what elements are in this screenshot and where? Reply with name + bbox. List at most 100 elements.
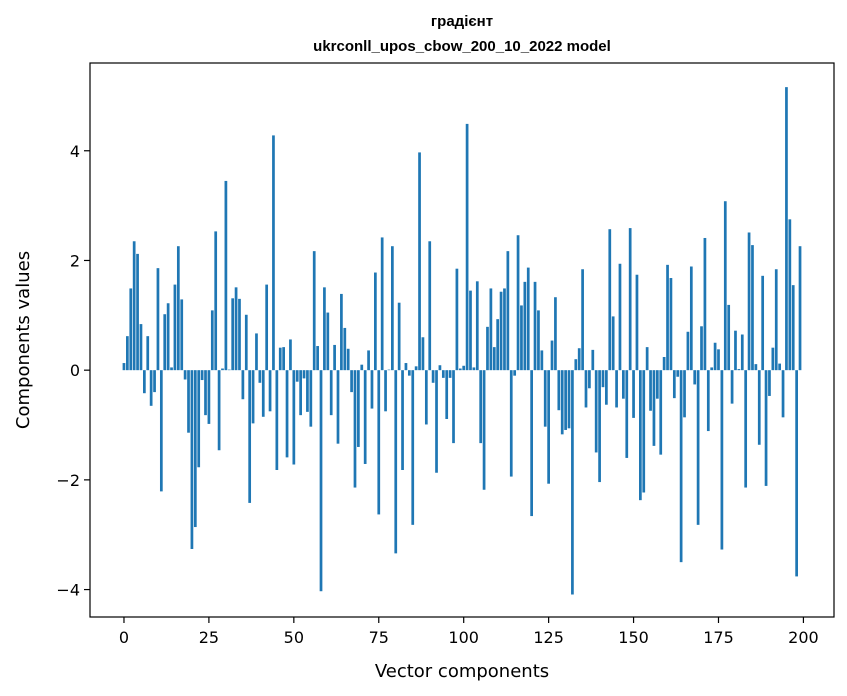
y-tick-label: −2 <box>56 471 80 490</box>
bar-169 <box>696 370 700 525</box>
bar-167 <box>689 266 693 371</box>
bar-76 <box>380 237 384 371</box>
bar-149 <box>628 228 632 371</box>
bar-16 <box>176 246 180 371</box>
bar-159 <box>662 357 666 371</box>
bar-62 <box>333 344 336 371</box>
bar-150 <box>632 370 635 418</box>
y-tick-label: −4 <box>56 581 80 600</box>
bar-53 <box>302 370 306 379</box>
bar-8 <box>149 370 153 406</box>
bar-143 <box>608 229 612 371</box>
bar-100 <box>462 365 466 371</box>
bar-19 <box>187 370 190 433</box>
bar-5 <box>139 324 143 371</box>
bar-178 <box>727 304 731 371</box>
bar-165 <box>683 370 686 418</box>
bar-176 <box>720 370 724 550</box>
bar-111 <box>499 291 503 371</box>
bar-133 <box>574 359 578 371</box>
bar-59 <box>323 287 326 371</box>
x-axis-ticks: 0 25 50 75 100 125 150 175 200 <box>119 617 819 647</box>
bar-21 <box>193 370 197 528</box>
bar-52 <box>299 370 302 416</box>
bar-152 <box>639 370 642 501</box>
bar-106 <box>482 370 486 490</box>
bar-146 <box>618 263 622 371</box>
bar-78 <box>387 369 391 371</box>
bar-131 <box>567 370 571 429</box>
bar-151 <box>635 274 639 371</box>
bar-37 <box>248 370 252 503</box>
bar-134 <box>577 348 581 371</box>
bar-30 <box>224 180 228 371</box>
bar-103 <box>472 367 476 371</box>
bar-88 <box>421 337 425 371</box>
bar-93 <box>438 365 442 371</box>
bar-181 <box>737 369 741 371</box>
bar-127 <box>554 297 557 371</box>
bar-50 <box>292 370 296 465</box>
bar-4 <box>136 253 139 371</box>
y-tick-label: 4 <box>70 142 80 161</box>
bar-136 <box>584 370 588 408</box>
bar-123 <box>540 350 544 371</box>
bar-74 <box>374 272 377 371</box>
bar-66 <box>346 348 350 371</box>
bar-197 <box>791 285 795 371</box>
x-tick-label: 75 <box>369 628 389 647</box>
bar-122 <box>537 310 540 371</box>
bar-137 <box>588 370 591 389</box>
bar-185 <box>751 245 754 371</box>
bar-20 <box>190 370 194 549</box>
bar-196 <box>788 219 792 371</box>
bar-6 <box>143 370 146 394</box>
bar-158 <box>659 370 663 455</box>
bar-49 <box>289 339 292 371</box>
bar-189 <box>764 370 768 486</box>
bar-27 <box>214 231 218 371</box>
bar-104 <box>475 281 479 371</box>
bar-2 <box>129 288 133 371</box>
bar-82 <box>401 370 404 470</box>
bar-80 <box>394 370 398 554</box>
bar-68 <box>353 370 357 488</box>
bar-35 <box>241 370 245 400</box>
bar-119 <box>526 267 530 371</box>
bar-41 <box>261 370 265 417</box>
bar-139 <box>594 370 598 453</box>
bar-97 <box>452 370 455 444</box>
bar-72 <box>367 350 370 371</box>
bar-179 <box>730 370 734 404</box>
bar-12 <box>163 314 167 371</box>
bar-140 <box>598 370 601 483</box>
bar-125 <box>547 370 550 484</box>
bar-120 <box>530 370 533 517</box>
bar-51 <box>295 370 299 382</box>
bar-17 <box>180 299 184 371</box>
bar-56 <box>312 251 316 371</box>
bar-31 <box>227 369 231 371</box>
bar-121 <box>533 281 537 371</box>
bar-188 <box>761 275 765 371</box>
bar-110 <box>496 319 500 371</box>
x-tick-label: 150 <box>618 628 649 647</box>
bar-67 <box>350 370 353 393</box>
bar-193 <box>778 363 781 371</box>
bar-187 <box>757 370 761 445</box>
bar-36 <box>244 314 248 371</box>
bar-172 <box>706 370 710 432</box>
bar-25 <box>207 370 211 424</box>
bar-138 <box>591 349 595 371</box>
bar-77 <box>384 370 387 412</box>
bar-142 <box>605 370 608 405</box>
bar-70 <box>360 364 364 371</box>
bar-175 <box>717 349 720 371</box>
bar-61 <box>329 370 333 416</box>
bar-164 <box>679 370 683 563</box>
bar-10 <box>156 268 160 371</box>
bar-192 <box>774 269 778 371</box>
bar-87 <box>418 152 421 371</box>
bar-155 <box>649 370 652 411</box>
